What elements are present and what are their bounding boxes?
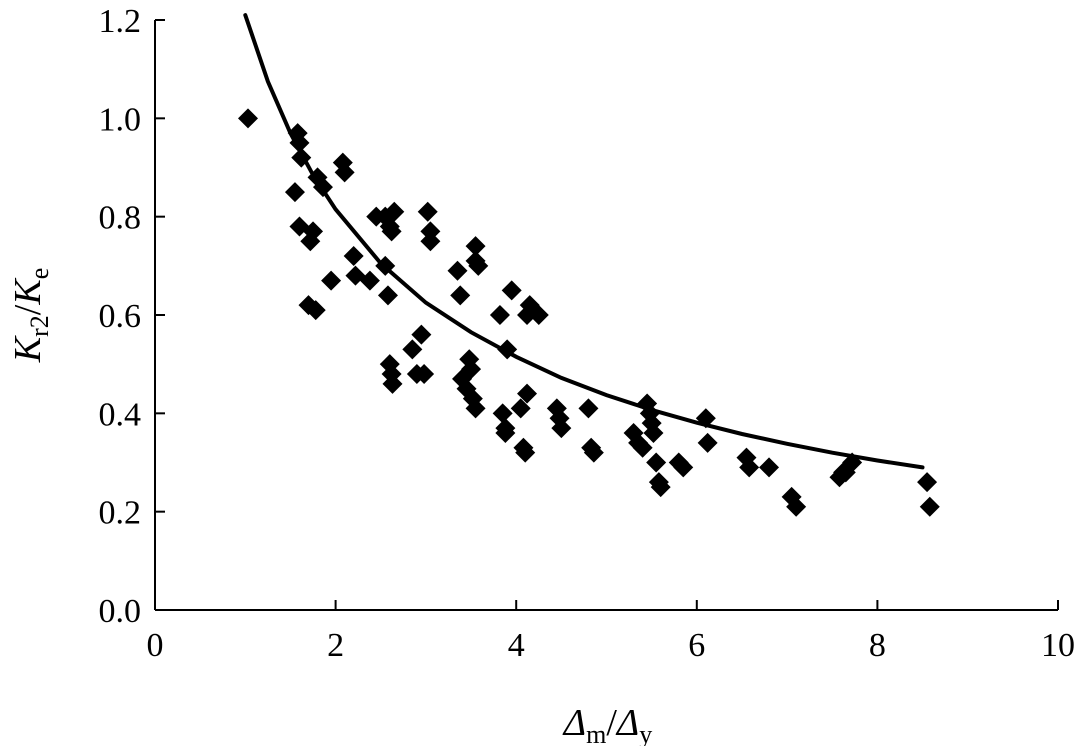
data-point-74 bbox=[650, 477, 671, 498]
data-point-21 bbox=[384, 201, 405, 222]
data-point-30 bbox=[411, 324, 432, 345]
data-point-43 bbox=[465, 236, 486, 257]
data-point-71 bbox=[643, 423, 664, 443]
data-point-58 bbox=[528, 305, 549, 325]
ticks bbox=[154, 19, 1059, 611]
x-axis-title-main2: Δ bbox=[615, 702, 639, 744]
data-point-4 bbox=[284, 182, 305, 203]
data-point-52 bbox=[510, 398, 531, 419]
data-point-50 bbox=[497, 339, 518, 360]
data-point-15 bbox=[343, 246, 364, 266]
data-point-0 bbox=[238, 108, 259, 129]
data-point-9 bbox=[305, 300, 326, 321]
data-point-72 bbox=[646, 452, 667, 473]
data-point-76 bbox=[673, 457, 694, 478]
data-point-35 bbox=[447, 260, 468, 281]
data-point-61 bbox=[551, 418, 572, 439]
data-point-47 bbox=[492, 403, 513, 424]
tick-labels: 0 2 4 6 8 10 0.0 0.2 0.4 0.6 0.8 1.0 1.2 bbox=[99, 3, 1076, 664]
y-tick-label-6: 1.2 bbox=[99, 3, 142, 40]
fit-curve bbox=[243, 13, 925, 470]
data-point-81 bbox=[759, 457, 780, 478]
data-point-67 bbox=[632, 437, 653, 458]
y-axis-title-sub: r2 bbox=[25, 315, 54, 337]
data-point-80 bbox=[739, 457, 760, 478]
data-point-22 bbox=[381, 221, 402, 242]
y-tick-label-3: 0.6 bbox=[99, 298, 142, 335]
data-point-3 bbox=[291, 147, 312, 168]
data-point-51 bbox=[501, 280, 522, 301]
x-axis-title-sub: m bbox=[586, 720, 606, 746]
x-axis-title-sub2: y bbox=[639, 720, 652, 746]
data-point-87 bbox=[842, 452, 863, 473]
x-axis-title-sep: / bbox=[606, 702, 617, 744]
y-tick-label-5: 1.0 bbox=[99, 101, 142, 138]
data-point-77 bbox=[695, 408, 716, 429]
data-point-12 bbox=[321, 270, 342, 291]
y-axis-title: Kr2/Ke bbox=[7, 268, 54, 364]
data-point-62 bbox=[578, 398, 599, 419]
data-point-32 bbox=[417, 201, 438, 222]
data-point-14 bbox=[334, 162, 355, 183]
data-point-31 bbox=[414, 364, 435, 384]
data-point-83 bbox=[786, 496, 807, 517]
data-point-7 bbox=[300, 231, 321, 252]
data-points bbox=[238, 108, 940, 517]
data-point-28 bbox=[402, 339, 423, 360]
data-point-78 bbox=[697, 432, 718, 453]
x-tick-label-2: 4 bbox=[508, 627, 525, 664]
x-axis-title: Δm/Δy bbox=[562, 702, 652, 746]
y-axis-title-sep: / bbox=[7, 304, 49, 315]
x-tick-label-3: 6 bbox=[688, 627, 705, 664]
data-point-27 bbox=[382, 373, 403, 394]
y-tick-label-4: 0.8 bbox=[99, 200, 142, 237]
data-point-17 bbox=[359, 270, 380, 291]
data-point-88 bbox=[917, 472, 938, 493]
y-axis-title-main: K bbox=[7, 335, 49, 363]
axes bbox=[154, 20, 1058, 611]
data-point-46 bbox=[489, 305, 510, 325]
data-point-49 bbox=[495, 423, 516, 443]
data-point-45 bbox=[468, 255, 489, 276]
data-point-40 bbox=[461, 359, 482, 380]
data-point-34 bbox=[420, 231, 441, 252]
y-tick-label-2: 0.4 bbox=[99, 396, 142, 433]
x-tick-label-0: 0 bbox=[147, 627, 164, 664]
y-tick-label-0: 0.0 bbox=[99, 593, 142, 630]
x-axis-title-main: Δ bbox=[562, 702, 586, 744]
data-point-2 bbox=[289, 132, 310, 153]
x-tick-label-4: 8 bbox=[869, 627, 886, 664]
x-tick-label-5: 10 bbox=[1041, 627, 1075, 664]
data-point-36 bbox=[450, 285, 471, 306]
data-point-24 bbox=[377, 285, 398, 306]
data-point-23 bbox=[375, 255, 396, 276]
y-axis-title-sub2: e bbox=[25, 268, 54, 280]
x-tick-label-1: 2 bbox=[327, 627, 344, 664]
data-point-54 bbox=[515, 442, 536, 463]
fit-curve-layer bbox=[243, 13, 925, 470]
data-point-11 bbox=[312, 177, 333, 198]
data-point-42 bbox=[465, 398, 486, 419]
data-point-89 bbox=[919, 496, 940, 517]
y-axis-title-main2: K bbox=[7, 278, 49, 306]
y-tick-label-1: 0.2 bbox=[99, 495, 142, 532]
data-point-55 bbox=[517, 383, 538, 404]
data-point-64 bbox=[583, 442, 604, 463]
